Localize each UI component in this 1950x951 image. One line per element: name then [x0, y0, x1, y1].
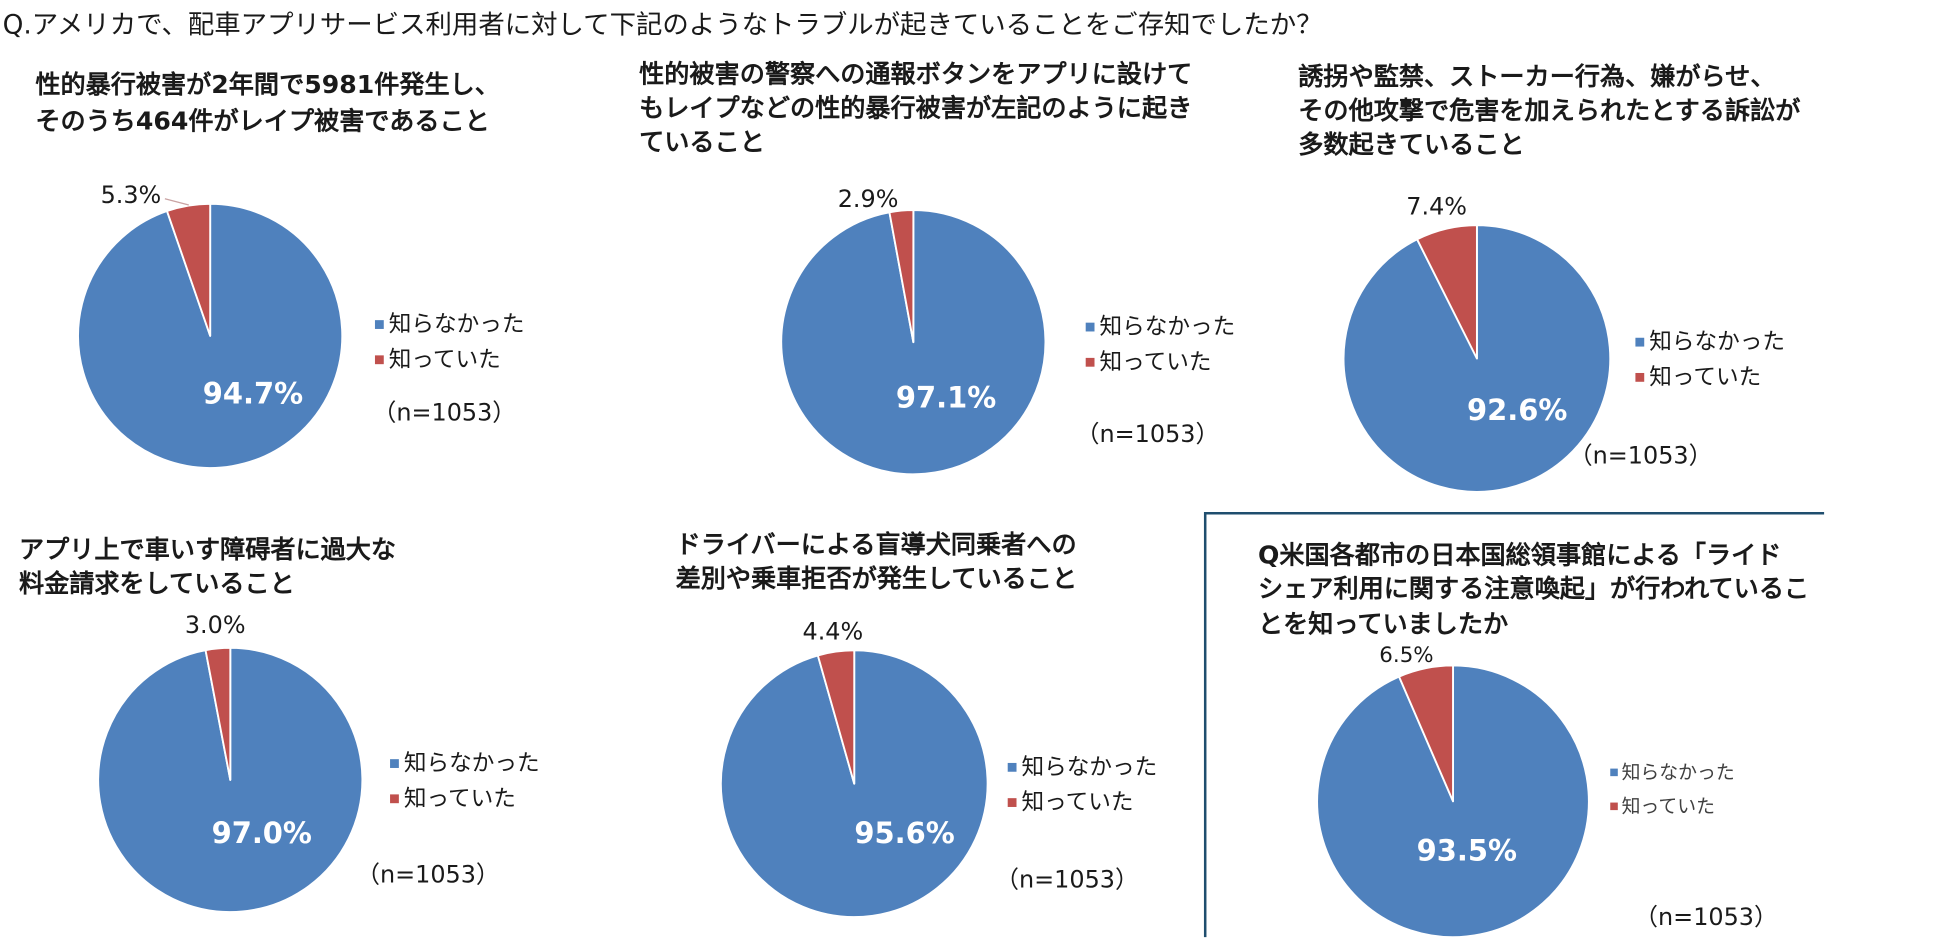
sample-size-label: （n=1053）	[1634, 903, 1778, 931]
legend-swatch-known	[374, 355, 384, 365]
data-label-not-known: 97.1%	[896, 381, 996, 415]
legend-label-known: 知っていた	[1622, 795, 1715, 817]
chart-title-line: ていること	[639, 128, 765, 157]
pie-chart-5: ドライバーによる盲導犬同乗者への 差別や乗車拒否が発生していること 95.6% …	[676, 530, 1158, 918]
pie-slice-known	[1398, 664, 1454, 803]
legend-label-not-known: 知らなかった	[1622, 761, 1735, 783]
legend-swatch-not-known	[374, 320, 384, 329]
legend-label-known: 知っていた	[1649, 364, 1761, 390]
legend-swatch-not-known	[1610, 768, 1618, 777]
legend-label-not-known: 知らなかった	[404, 751, 540, 777]
chart-title-line: そのうち464件がレイプ被害であること	[35, 106, 489, 135]
pie-slice-known	[816, 649, 856, 785]
legend-swatch-known	[1610, 802, 1618, 811]
highlight-box-border	[1203, 511, 1825, 938]
legend-swatch-not-known	[1007, 762, 1017, 772]
legend-label-not-known: 知らなかった	[389, 312, 525, 338]
legend-label-known: 知っていた	[389, 347, 501, 373]
data-label-leader-line	[164, 198, 189, 206]
legend-label-not-known: 知らなかった	[1100, 314, 1236, 340]
legend-swatch-not-known	[1085, 322, 1095, 332]
pie-slice-known	[1416, 224, 1478, 360]
pie-slice-known	[888, 209, 915, 344]
chart-title-line: 多数起きていること	[1298, 130, 1524, 159]
data-label-known: 5.3%	[101, 181, 162, 209]
chart-title-line: Q米国各都市の日本国総領事館による「ライド	[1258, 540, 1781, 569]
data-label-not-known: 93.5%	[1417, 833, 1517, 867]
data-label-not-known: 94.7%	[203, 377, 303, 411]
data-label-not-known: 95.6%	[854, 816, 954, 850]
sample-size-label: （n=1053）	[356, 860, 500, 888]
sample-size-label: （n=1053）	[372, 399, 516, 427]
data-label-not-known: 92.6%	[1467, 393, 1567, 427]
legend-swatch-known	[390, 794, 399, 804]
chart-title-line: 誘拐や監禁、ストーカー行為、嫌がらせ、	[1298, 62, 1775, 91]
legend-swatch-known	[1007, 798, 1017, 807]
data-label-known: 6.5%	[1379, 643, 1433, 668]
chart-title-line: 性的暴行被害が2年間で5981件発生し、	[35, 70, 500, 99]
sample-size-label: （n=1053）	[1569, 441, 1713, 469]
data-label-known: 3.0%	[185, 611, 246, 639]
legend-label-not-known: 知らなかった	[1022, 754, 1158, 780]
pie-chart-6: Q米国各都市の日本国総領事館による「ライド シェア利用に関する注意喚起」が行われ…	[1258, 540, 1809, 939]
pie-chart-3: 誘拐や監禁、ストーカー行為、嫌がらせ、 その他攻撃で危害を加えられたとする訴訟が…	[1298, 62, 1801, 493]
data-label-known: 2.9%	[838, 185, 899, 213]
chart-title-line: もレイプなどの性的暴行被害が左記のように起き	[639, 94, 1192, 123]
legend-label-known: 知っていた	[404, 786, 516, 812]
legend-swatch-not-known	[390, 759, 399, 768]
pie-slice-known	[204, 646, 232, 781]
legend-swatch-known	[1635, 372, 1645, 382]
pie-slice-known	[166, 202, 212, 337]
chart-title-line: その他攻撃で危害を加えられたとする訴訟が	[1298, 96, 1801, 125]
sample-size-label: （n=1053）	[1076, 420, 1220, 448]
chart-title-line: 性的被害の警察への通報ボタンをアプリに設けて	[639, 60, 1192, 89]
data-label-known: 7.4%	[1406, 192, 1467, 220]
legend-swatch-known	[1085, 357, 1095, 367]
legend-label-known: 知っていた	[1022, 790, 1134, 816]
data-label-known: 4.4%	[803, 617, 864, 645]
chart-title-line: とを知っていましたか	[1258, 609, 1508, 638]
survey-question: Q.アメリカで、配車アプリサービス利用者に対して下記のようなトラブルが起きている…	[3, 10, 1323, 41]
legend-label-not-known: 知らなかった	[1649, 329, 1785, 355]
pie-chart-1: 性的暴行被害が2年間で5981件発生し、 そのうち464件がレイプ被害であること…	[35, 70, 525, 469]
legend-label-known: 知っていた	[1100, 349, 1212, 375]
chart-title-line: アプリ上で車いす障碍者に過大な	[19, 535, 396, 564]
chart-title-line: シェア利用に関する注意喚起」が行われているこ	[1258, 574, 1809, 603]
pie-chart-4: アプリ上で車いす障碍者に過大な 料金請求をしていること 97.0% 3.0% 知…	[19, 535, 540, 913]
sample-size-label: （n=1053）	[995, 865, 1139, 893]
data-label-not-known: 97.0%	[212, 816, 312, 850]
pie-chart-2: 性的被害の警察への通報ボタンをアプリに設けて もレイプなどの性的暴行被害が左記の…	[639, 60, 1236, 476]
chart-title-line: ドライバーによる盲導犬同乗者への	[676, 530, 1077, 559]
legend-swatch-not-known	[1635, 337, 1645, 347]
chart-title-line: 差別や乗車拒否が発生していること	[676, 564, 1078, 593]
chart-title-line: 料金請求をしていること	[19, 569, 295, 598]
